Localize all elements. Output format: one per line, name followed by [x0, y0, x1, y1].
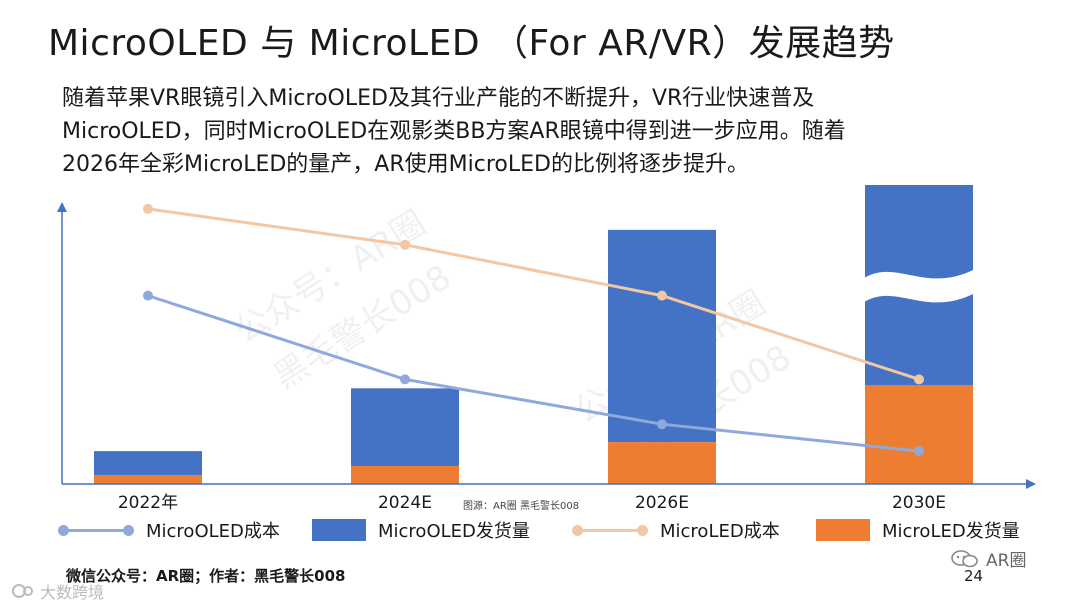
point-microled-cost [400, 239, 410, 250]
description-line: 随着苹果VR眼镜引入MicroOLED及其行业产能的不断提升，VR行业快速普及 [62, 86, 815, 111]
description-line: 2026年全彩MicroLED的量产，AR使用MicroLED的比例将逐步提升。 [62, 152, 749, 177]
bar-microoled-shipment [94, 451, 202, 476]
axis-break-mark [861, 268, 977, 304]
x-tick-label: 2026E [635, 493, 689, 513]
corner-watermark-text: 大数跨境 [40, 583, 105, 602]
legend-line-swatch [572, 524, 648, 536]
point-microoled-cost [400, 374, 410, 385]
bar-microled-shipment [608, 442, 716, 484]
bar-series-group [94, 185, 977, 484]
chart-source-note: 图源：AR圈 黑毛警长008 [463, 501, 580, 512]
page-number: 24 [964, 567, 984, 585]
line-series-group [143, 203, 924, 457]
legend-label: MicroOLED成本 [146, 521, 280, 542]
corner-watermark: 大数跨境 [12, 579, 104, 603]
description-paragraph: 随着苹果VR眼镜引入MicroOLED及其行业产能的不断提升，VR行业快速普及 … [62, 82, 1022, 181]
legend-label: MicroLED成本 [660, 521, 780, 542]
slide-title: MicroOLED 与 MicroLED （For AR/VR）发展趋势 [48, 23, 895, 64]
x-tick-labels: 2022年 2024E 2026E 2030E [118, 493, 946, 513]
x-tick-label: 2024E [378, 493, 432, 513]
point-microled-cost [657, 290, 667, 301]
x-tick-label: 2030E [892, 493, 946, 513]
point-microled-cost [914, 374, 924, 385]
brand-logo-icon [12, 584, 33, 598]
description-line: MicroOLED，同时MicroOLED在观影类BB方案AR眼镜中得到进一步应… [62, 119, 846, 144]
legend-box-swatch [312, 519, 366, 541]
point-microled-cost [143, 203, 153, 214]
legend-label: MicroOLED发货量 [378, 521, 530, 542]
bar-microled-shipment [865, 385, 973, 484]
bar-microled-shipment [94, 475, 202, 484]
footer-credit: 微信公众号：AR圈；作者：黑毛警长008 [66, 567, 346, 585]
point-microoled-cost [143, 290, 153, 301]
bar-microoled-shipment [608, 229, 716, 443]
line-microled-cost [147, 207, 920, 381]
line-microoled-cost [147, 294, 920, 453]
y-axis-arrow [57, 202, 67, 212]
point-microoled-cost [657, 419, 667, 430]
legend-item-led-shipment: MicroLED发货量 [816, 516, 1020, 544]
legend-box-swatch [816, 519, 870, 541]
x-axis-arrow [1026, 479, 1036, 489]
point-microoled-cost [914, 446, 924, 457]
legend-item-oled-cost: MicroOLED成本 [58, 516, 280, 544]
legend-line-swatch [58, 524, 134, 536]
bar-microled-shipment [351, 466, 459, 484]
bar-microoled-shipment [351, 388, 459, 467]
wechat-icon [951, 549, 978, 567]
x-tick-label: 2022年 [118, 493, 178, 513]
legend-item-oled-shipment: MicroOLED发货量 [312, 516, 530, 544]
wechat-badge-text: AR圈 [986, 551, 1027, 571]
legend-item-led-cost: MicroLED成本 [572, 516, 780, 544]
chart-legend: MicroOLED成本 MicroOLED发货量 MicroLED成本 Micr… [58, 516, 1050, 544]
wechat-badge: AR圈 [950, 546, 1026, 571]
legend-label: MicroLED发货量 [882, 521, 1020, 542]
